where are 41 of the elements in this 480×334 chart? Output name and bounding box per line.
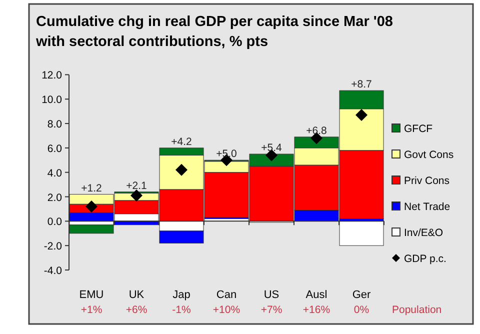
legend-label: GFCF (404, 123, 433, 135)
y-tick-label: -2.0 (44, 240, 62, 253)
chart-title: Cumulative chg in real GDP per capita since Mar '08 with sectoral contributions, % pts (35, 14, 393, 50)
text: +7% (260, 304, 282, 316)
y-tick-label: 10.0 (42, 94, 62, 106)
data-label: +5.0 (216, 148, 238, 160)
text: +16% (302, 304, 330, 316)
y-tick-label: 2.0 (47, 192, 62, 204)
legend-label: Govt Cons (404, 149, 454, 161)
x-tick-label: Can (216, 289, 237, 301)
data-label: +2.1 (126, 180, 148, 192)
y-tick-label: 6.0 (47, 142, 62, 155)
data-label: +1.2 (81, 182, 102, 194)
text: +10% (212, 304, 240, 316)
y-tick-label: -4.0 (44, 265, 62, 277)
x-tick-label: US (264, 289, 280, 301)
legend-label: Priv Cons (404, 175, 450, 187)
y-tick-label: 4.0 (47, 167, 62, 180)
y-tick-label: 8.0 (47, 118, 62, 131)
text: +1% (80, 304, 102, 316)
x-tick-label: Ger (352, 289, 371, 301)
point (86, 200, 98, 213)
x-tick-label: Ausl (306, 289, 328, 301)
x-tick-label: UK (128, 289, 145, 301)
text: +6% (126, 304, 148, 316)
y-tick-label: 0.0 (47, 216, 62, 228)
legend-label: Inv/E&O (404, 227, 444, 239)
legend-label: GDP p.c. (404, 253, 446, 265)
point (356, 108, 368, 121)
x-tick-label: EMU (79, 289, 104, 301)
text: Population (392, 304, 442, 316)
data-label: +8.7 (351, 78, 372, 91)
y-tick-label: 12.0 (42, 70, 62, 82)
text: 0% (354, 304, 370, 316)
data-label: +6.8 (306, 124, 328, 137)
data-label: +5.4 (261, 142, 282, 154)
data-label: +4.2 (171, 136, 192, 148)
point (130, 190, 142, 202)
x-tick-label: Jap (172, 289, 190, 301)
legend-label: Net Trade (404, 201, 450, 213)
text: -1% (172, 304, 191, 316)
